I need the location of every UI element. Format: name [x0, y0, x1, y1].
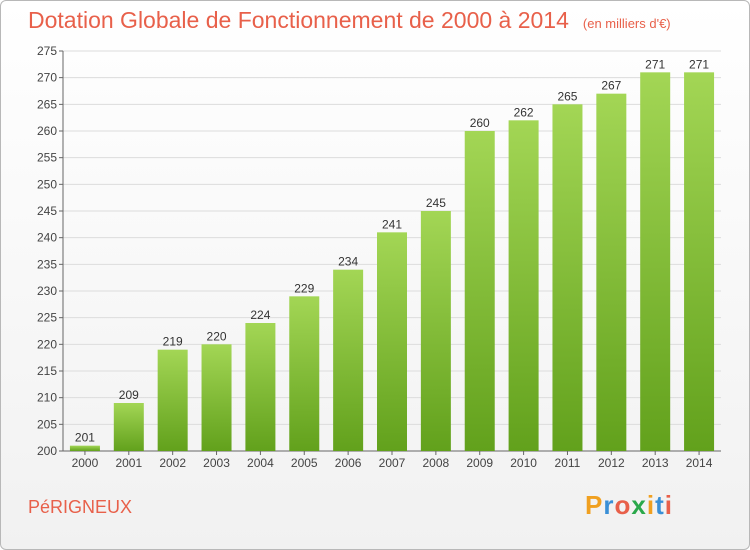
x-tick-label-2004: 2004: [247, 456, 274, 470]
x-tick-label-2013: 2013: [642, 456, 669, 470]
logo-letter: i: [664, 490, 673, 520]
chart-title: Dotation Globale de Fonctionnement de 20…: [28, 7, 569, 33]
x-tick-label-2003: 2003: [203, 456, 230, 470]
data-label-2006: 234: [338, 255, 358, 269]
bar-2000: [69, 445, 100, 451]
y-tick-label: 220: [37, 337, 57, 351]
bar-2005: [289, 296, 320, 451]
bar-2001: [113, 403, 144, 451]
x-tick-label-2011: 2011: [555, 456, 581, 470]
data-label-2012: 267: [601, 79, 621, 93]
bar-2012: [596, 93, 627, 452]
data-label-2002: 219: [163, 335, 183, 349]
bar-2011: [552, 104, 583, 451]
data-label-2007: 241: [382, 217, 402, 231]
x-tick-label-2001: 2001: [115, 456, 142, 470]
y-tick-label: 270: [37, 71, 57, 85]
y-tick-label: 215: [37, 364, 57, 378]
data-label-2001: 209: [119, 388, 139, 402]
x-tick-label-2010: 2010: [510, 456, 537, 470]
data-label-2003: 220: [207, 329, 227, 343]
chart-unit: (en milliers d'€): [582, 16, 671, 31]
chart-title-block: Dotation Globale de Fonctionnement de 20…: [28, 7, 671, 34]
bar-2008: [420, 211, 451, 451]
bar-2006: [333, 269, 364, 451]
x-tick-label-2012: 2012: [598, 456, 625, 470]
y-tick-label: 250: [37, 177, 57, 191]
bar-2009: [464, 131, 495, 451]
y-tick-label: 230: [37, 284, 57, 298]
y-tick-label: 210: [37, 391, 57, 405]
axes: 2002052102152202252302352402452502552602…: [37, 44, 721, 470]
data-label-2010: 262: [514, 105, 534, 119]
bars: [69, 72, 715, 452]
bar-2004: [245, 323, 276, 451]
x-tick-label-2009: 2009: [466, 456, 493, 470]
x-tick-label-2006: 2006: [335, 456, 362, 470]
x-tick-label-2005: 2005: [291, 456, 318, 470]
data-label-2013: 271: [645, 57, 665, 71]
y-tick-label: 200: [37, 444, 57, 458]
logo-letter: r: [603, 490, 615, 520]
bar-2002: [157, 349, 188, 451]
logo-letter: o: [614, 490, 632, 520]
y-tick-label: 275: [37, 44, 57, 58]
logo-letter: i: [646, 490, 656, 520]
y-tick-label: 240: [37, 231, 57, 245]
proxiti-logo[interactable]: Proxiti: [585, 490, 673, 521]
x-tick-label-2000: 2000: [72, 456, 99, 470]
bar-2010: [508, 120, 539, 451]
x-tick-label-2014: 2014: [686, 456, 713, 470]
y-tick-label: 235: [37, 257, 57, 271]
y-tick-label: 260: [37, 124, 57, 138]
data-label-2000: 201: [75, 431, 95, 445]
bar-2007: [377, 232, 407, 451]
y-tick-label: 205: [37, 417, 57, 431]
logo-letter: P: [585, 490, 604, 520]
data-label-2008: 245: [426, 196, 446, 210]
data-label-2014: 271: [689, 57, 709, 71]
bar-2013: [640, 72, 671, 451]
x-tick-label-2002: 2002: [159, 456, 186, 470]
data-label-2011: 265: [557, 89, 577, 103]
x-tick-label-2008: 2008: [423, 456, 450, 470]
bar-2003: [201, 344, 232, 451]
y-tick-label: 245: [37, 204, 57, 218]
data-labels: 201 209 219 220 224 229 234 241 245 260 262 265 267 2…: [75, 57, 709, 444]
bar-2014: [684, 72, 715, 451]
city-name: PéRIGNEUX: [28, 497, 133, 517]
y-tick-label: 265: [37, 97, 57, 111]
data-label-2005: 229: [294, 281, 314, 295]
x-tick-label-2007: 2007: [379, 456, 406, 470]
y-tick-label: 255: [37, 151, 57, 165]
data-label-2004: 224: [250, 308, 270, 322]
data-label-2009: 260: [470, 116, 490, 130]
y-tick-label: 225: [37, 311, 57, 325]
logo-letter: t: [655, 490, 665, 520]
logo-letter: x: [631, 490, 647, 520]
